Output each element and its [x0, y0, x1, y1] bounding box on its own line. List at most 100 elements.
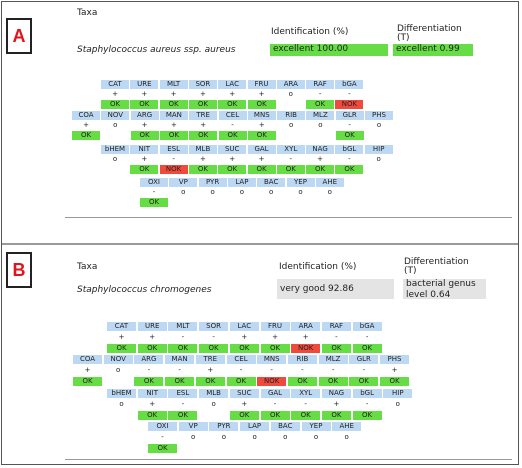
test-esl-sign: - — [168, 400, 198, 409]
test-bga-result: NOK — [335, 100, 364, 109]
test-nov-sign: o — [103, 366, 133, 375]
test-bac-name: BAC — [257, 178, 286, 187]
test-mns-sign: - — [257, 366, 287, 375]
test-nag-name: NAG — [306, 145, 335, 154]
test-suc-result: OK — [218, 165, 247, 174]
test-vp-result — [178, 444, 208, 453]
test-phs-name: PHS — [380, 355, 409, 364]
test-raf-result: OK — [321, 344, 351, 353]
test-ara-result — [276, 100, 305, 109]
test-mlt-name: MLT — [159, 80, 188, 89]
test-coa-result: OK — [72, 131, 100, 140]
panel-b-taxa-header: Taxa — [77, 262, 98, 272]
test-vp-result — [169, 198, 198, 207]
test-cat-name: CAT — [101, 80, 129, 89]
test-sor-result: OK — [188, 100, 217, 109]
test-cel-result: OK — [226, 377, 256, 386]
test-arg-sign: + — [130, 121, 159, 130]
test-yep-sign: o — [286, 188, 315, 197]
test-fru-sign: + — [247, 90, 276, 99]
test-tre-result: OK — [189, 131, 218, 140]
test-lap-sign: o — [240, 433, 270, 442]
test-mlz-result: OK — [318, 377, 348, 386]
test-oxi-result: OK — [148, 444, 177, 453]
test-xyl-name: XYL — [291, 389, 321, 398]
test-bga-sign: - — [335, 90, 364, 99]
test-ahe-sign: o — [332, 433, 362, 442]
test-pyr-result — [198, 198, 227, 207]
test-bgl-result: OK — [335, 165, 364, 174]
test-raf-name: RAF — [321, 322, 351, 331]
test-suc-sign: + — [218, 155, 247, 164]
test-nag-result: OK — [321, 411, 351, 420]
test-nov-result — [101, 131, 130, 140]
test-mlt-result: OK — [168, 344, 198, 353]
test-cel-sign: - — [226, 366, 256, 375]
test-bac-result — [257, 198, 286, 207]
test-lac-sign: + — [229, 333, 259, 342]
panel-a-taxa-name: Staphylococcus aureus ssp. aureus — [77, 45, 236, 55]
test-man-name: MAN — [159, 111, 188, 120]
test-lap-name: LAP — [240, 422, 270, 431]
test-bac-sign: o — [270, 433, 300, 442]
test-sor-sign: + — [188, 90, 217, 99]
test-pyr-result — [209, 444, 239, 453]
test-bac-name: BAC — [270, 422, 300, 431]
panel-a-differentiation-header: Differentiation — [397, 24, 462, 34]
test-xyl-result: OK — [291, 411, 321, 420]
panel-b-differentiation-value-line2: level 0.64 — [406, 290, 451, 300]
test-rib-sign: - — [287, 366, 317, 375]
test-pyr-name: PYR — [198, 178, 227, 187]
test-mlt-name: MLT — [168, 322, 198, 331]
test-hip-sign: o — [383, 400, 413, 409]
test-bga-name: bGA — [352, 322, 382, 331]
test-cat-sign: + — [107, 333, 136, 342]
test-lac-name: LAC — [229, 322, 259, 331]
test-arg-name: ARG — [130, 111, 159, 120]
test-hip-result — [383, 411, 413, 420]
test-ure-result: OK — [137, 344, 167, 353]
test-esl-name: ESL — [159, 145, 188, 154]
test-mlz-name: MLZ — [318, 355, 348, 364]
test-ahe-result — [332, 444, 362, 453]
panel-b-taxa-name: Staphylococcus chromogenes — [77, 285, 212, 295]
test-gal-result: OK — [247, 165, 276, 174]
test-mlz-sign: - — [318, 366, 348, 375]
test-lap-result — [227, 198, 256, 207]
test-yep-name: YEP — [301, 422, 331, 431]
panel-b-identification-header: Identification (%) — [279, 262, 357, 272]
test-mlt-result: OK — [159, 100, 188, 109]
test-bgl-sign: - — [335, 155, 364, 164]
test-fru-sign: + — [260, 333, 290, 342]
test-coa-result: OK — [73, 377, 102, 386]
test-nit-name: NIT — [130, 145, 159, 154]
test-fru-result: OK — [247, 100, 276, 109]
test-lac-sign: + — [218, 90, 247, 99]
test-nag-sign: + — [306, 155, 335, 164]
test-sor-name: SOR — [199, 322, 229, 331]
test-oxi-name: OXI — [140, 178, 168, 187]
panel-a-taxa-header: Taxa — [77, 8, 98, 18]
test-ahe-result — [315, 198, 344, 207]
test-esl-result: NOK — [159, 165, 188, 174]
test-bac-sign: o — [257, 188, 286, 197]
test-gal-result: OK — [260, 411, 290, 420]
test-bga-result: OK — [352, 344, 382, 353]
test-nag-sign: + — [321, 400, 351, 409]
test-mns-name: MNS — [247, 111, 276, 120]
test-sor-sign: - — [199, 333, 229, 342]
test-man-result: OK — [159, 131, 188, 140]
test-hip-name: HIP — [383, 389, 413, 398]
test-vp-name: VP — [169, 178, 198, 187]
test-rib-result — [277, 131, 306, 140]
test-glr-result: OK — [335, 131, 364, 140]
test-arg-name: ARG — [134, 355, 164, 364]
test-mlt-sign: - — [168, 333, 198, 342]
test-lap-sign: o — [227, 188, 256, 197]
test-mlb-result: OK — [188, 165, 217, 174]
test-coa-sign: + — [72, 121, 100, 130]
test-man-sign: - — [165, 366, 195, 375]
test-mns-result: OK — [247, 131, 276, 140]
test-mlb-sign: + — [188, 155, 217, 164]
test-suc-result: OK — [229, 411, 259, 420]
